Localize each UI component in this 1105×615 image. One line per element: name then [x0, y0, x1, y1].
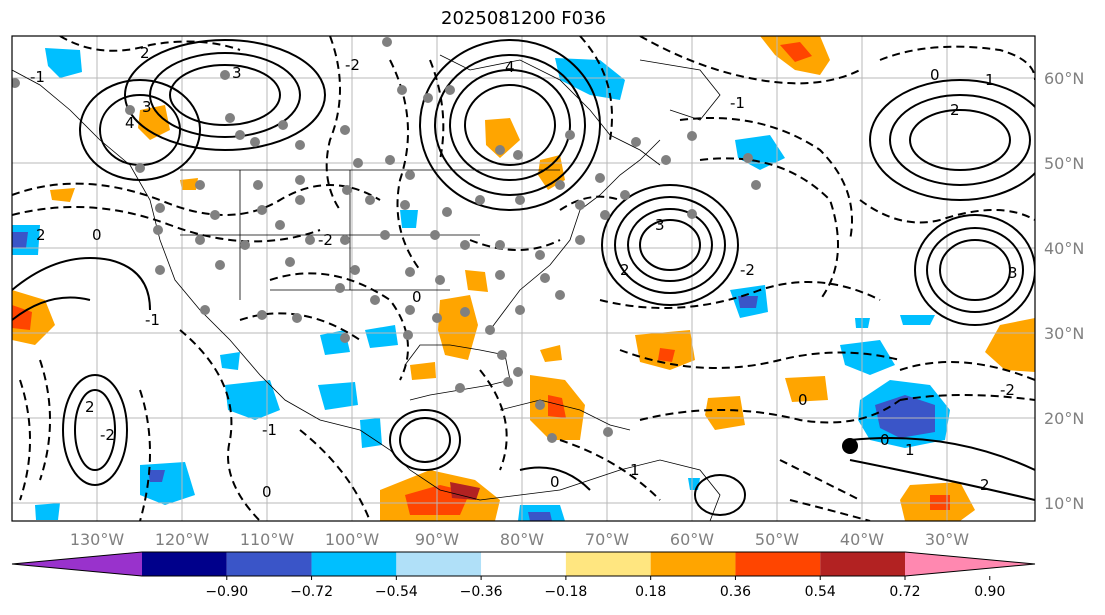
contour-label: 4 [125, 114, 135, 132]
contour-label: 0 [550, 473, 560, 491]
contour-label: 2 [85, 398, 95, 416]
colorbar-segment [226, 552, 312, 576]
contour-label: -1 [262, 421, 277, 439]
contour-label: 0 [412, 288, 422, 306]
storm-center-marker [842, 438, 858, 454]
lon-label: 100°W [325, 530, 380, 549]
lon-label: 50°W [755, 530, 799, 549]
colorbar-tick-label: −0.18 [544, 584, 587, 600]
contour-label: 2 [620, 261, 630, 279]
contour-label: -1 [730, 94, 745, 112]
colorbar-tick-label: −0.72 [290, 584, 333, 600]
contour-label: -1 [30, 68, 45, 86]
contour-label: 1 [905, 441, 915, 459]
contour-label: -2 [1000, 381, 1015, 399]
lon-label: 30°W [925, 530, 969, 549]
contour-label: 0 [798, 391, 808, 409]
solid-contours [12, 39, 1035, 516]
contour-label: 3 [142, 98, 152, 116]
colorbar-tick-label: −0.54 [375, 584, 418, 600]
contour-label: 0 [930, 66, 940, 84]
colorbar-segment [481, 552, 566, 576]
lon-label: 60°W [670, 530, 714, 549]
map-title: 2025081200 F036 [441, 8, 606, 29]
lon-label: 80°W [500, 530, 544, 549]
contour-label: 1 [985, 71, 995, 89]
contour-label: -2 [345, 56, 360, 74]
colorbar-tick-label: −0.36 [460, 584, 503, 600]
colorbar-segment [650, 552, 736, 576]
contour-label: 2 [36, 226, 46, 244]
lon-label: 110°W [240, 530, 295, 549]
colorbar-segment [142, 552, 227, 576]
lon-label: 90°W [415, 530, 459, 549]
colorbar-segment [735, 552, 821, 576]
colorbar-outline [11, 551, 1036, 577]
colorbar-tick-label: 0.36 [720, 584, 751, 600]
colorbar-segment [565, 552, 651, 576]
lon-label: 130°W [70, 530, 125, 549]
colorbar-segment [820, 552, 905, 576]
colorbar-tick-label: 0.18 [635, 584, 666, 600]
latitude-labels: 60°N 50°N 40°N 30°N 20°N 10°N [1044, 69, 1084, 513]
colorbar-tick-label: 0.72 [889, 584, 920, 600]
colorbar-segment [396, 552, 482, 576]
contour-label: 2 [980, 476, 990, 494]
colorbar-segment [311, 552, 397, 576]
contour-label: 0 [92, 226, 102, 244]
contour-label: 2 [950, 101, 960, 119]
contour-label: 1 [630, 461, 640, 479]
colorbar: −0.90 −0.72 −0.54 −0.36 −0.18 0.18 0.36 0.54 0.7… [11, 551, 1036, 600]
map-frame [11, 35, 1036, 522]
contour-label: 0 [262, 483, 272, 501]
colorbar-min-extension [12, 552, 142, 576]
lon-label: 70°W [585, 530, 629, 549]
contour-label: -1 [145, 311, 160, 329]
lat-label: 40°N [1044, 239, 1084, 258]
colorbar-tick-label: −0.90 [205, 584, 248, 600]
lat-label: 30°N [1044, 324, 1084, 343]
lat-label: 50°N [1044, 154, 1084, 173]
colorbar-tick-label: 0.54 [805, 584, 836, 600]
negative-anomaly-shading [12, 48, 950, 521]
lon-label: 40°W [840, 530, 884, 549]
colorbar-tick-label: 0.90 [974, 584, 1005, 600]
contour-label: 3 [232, 64, 242, 82]
contour-label: -2 [740, 261, 755, 279]
coastlines [12, 54, 721, 521]
lat-label: 60°N [1044, 69, 1084, 88]
lat-label: 20°N [1044, 409, 1084, 428]
station-markers [12, 37, 761, 443]
contour-label: 3 [1008, 264, 1018, 282]
longitude-labels: 130°W 120°W 110°W 100°W 90°W 80°W 70°W 6… [70, 530, 969, 549]
contour-label: 3 [655, 216, 665, 234]
lat-label: 10°N [1044, 494, 1084, 513]
contour-label: 2 [140, 44, 150, 62]
lon-label: 120°W [155, 530, 210, 549]
contour-label: -2 [318, 231, 333, 249]
contour-label: -2 [100, 426, 115, 444]
dashed-contours [12, 36, 1035, 521]
colorbar-max-extension [905, 552, 1035, 576]
contour-labels: 2 -1 3 3 4 4 -2 2 -2 0 -1 0 2 3 -1 0 1 2… [30, 44, 1018, 501]
contour-label: 0 [880, 431, 890, 449]
contour-label: 4 [505, 58, 515, 76]
